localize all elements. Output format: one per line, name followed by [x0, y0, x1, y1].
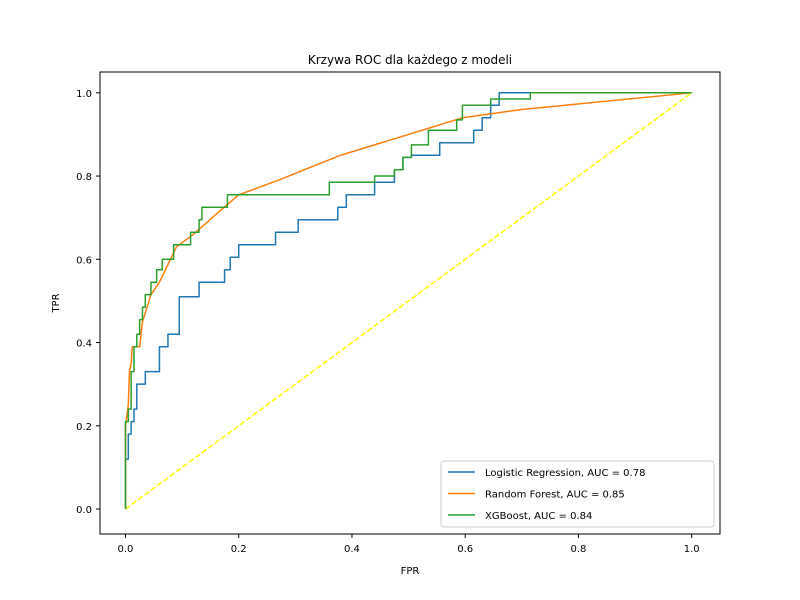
x-axis-label: FPR — [401, 566, 420, 577]
y-tick-label: 0.4 — [76, 339, 92, 350]
x-tick-label: 1.0 — [684, 544, 700, 555]
legend-label: Logistic Regression, AUC = 0.78 — [485, 468, 645, 479]
y-axis-label: TPR — [51, 293, 62, 313]
legend-label: XGBoost, AUC = 0.84 — [485, 511, 592, 522]
x-tick-label: 0.0 — [118, 544, 134, 555]
series-layer — [124, 92, 693, 510]
chart-title: Krzywa ROC dla każdego z modeli — [308, 53, 512, 67]
x-tick-label: 0.4 — [344, 544, 360, 555]
y-axis: 0.0 0.2 0.4 0.6 0.8 1.0 — [76, 89, 100, 516]
y-tick-label: 0.0 — [76, 505, 92, 516]
x-tick-label: 0.2 — [231, 544, 247, 555]
x-axis: 0.0 0.2 0.4 0.6 0.8 1.0 — [118, 534, 700, 555]
series-line-random-forest — [124, 92, 692, 510]
legend: Logistic Regression, AUC = 0.78 Random Fo… — [440, 460, 715, 528]
series-line-xgboost — [124, 92, 692, 510]
x-tick-label: 0.8 — [570, 544, 586, 555]
legend-box — [440, 460, 715, 528]
y-tick-label: 0.8 — [76, 172, 92, 183]
y-tick-label: 1.0 — [76, 89, 92, 100]
legend-label: Random Forest, AUC = 0.85 — [485, 490, 625, 501]
y-tick-label: 0.6 — [76, 255, 92, 266]
y-tick-label: 0.2 — [76, 422, 92, 433]
plot-frame — [99, 71, 721, 535]
series-line-logistic-regression — [124, 92, 692, 510]
diagonal-reference-line — [125, 92, 693, 510]
x-tick-label: 0.6 — [457, 544, 473, 555]
